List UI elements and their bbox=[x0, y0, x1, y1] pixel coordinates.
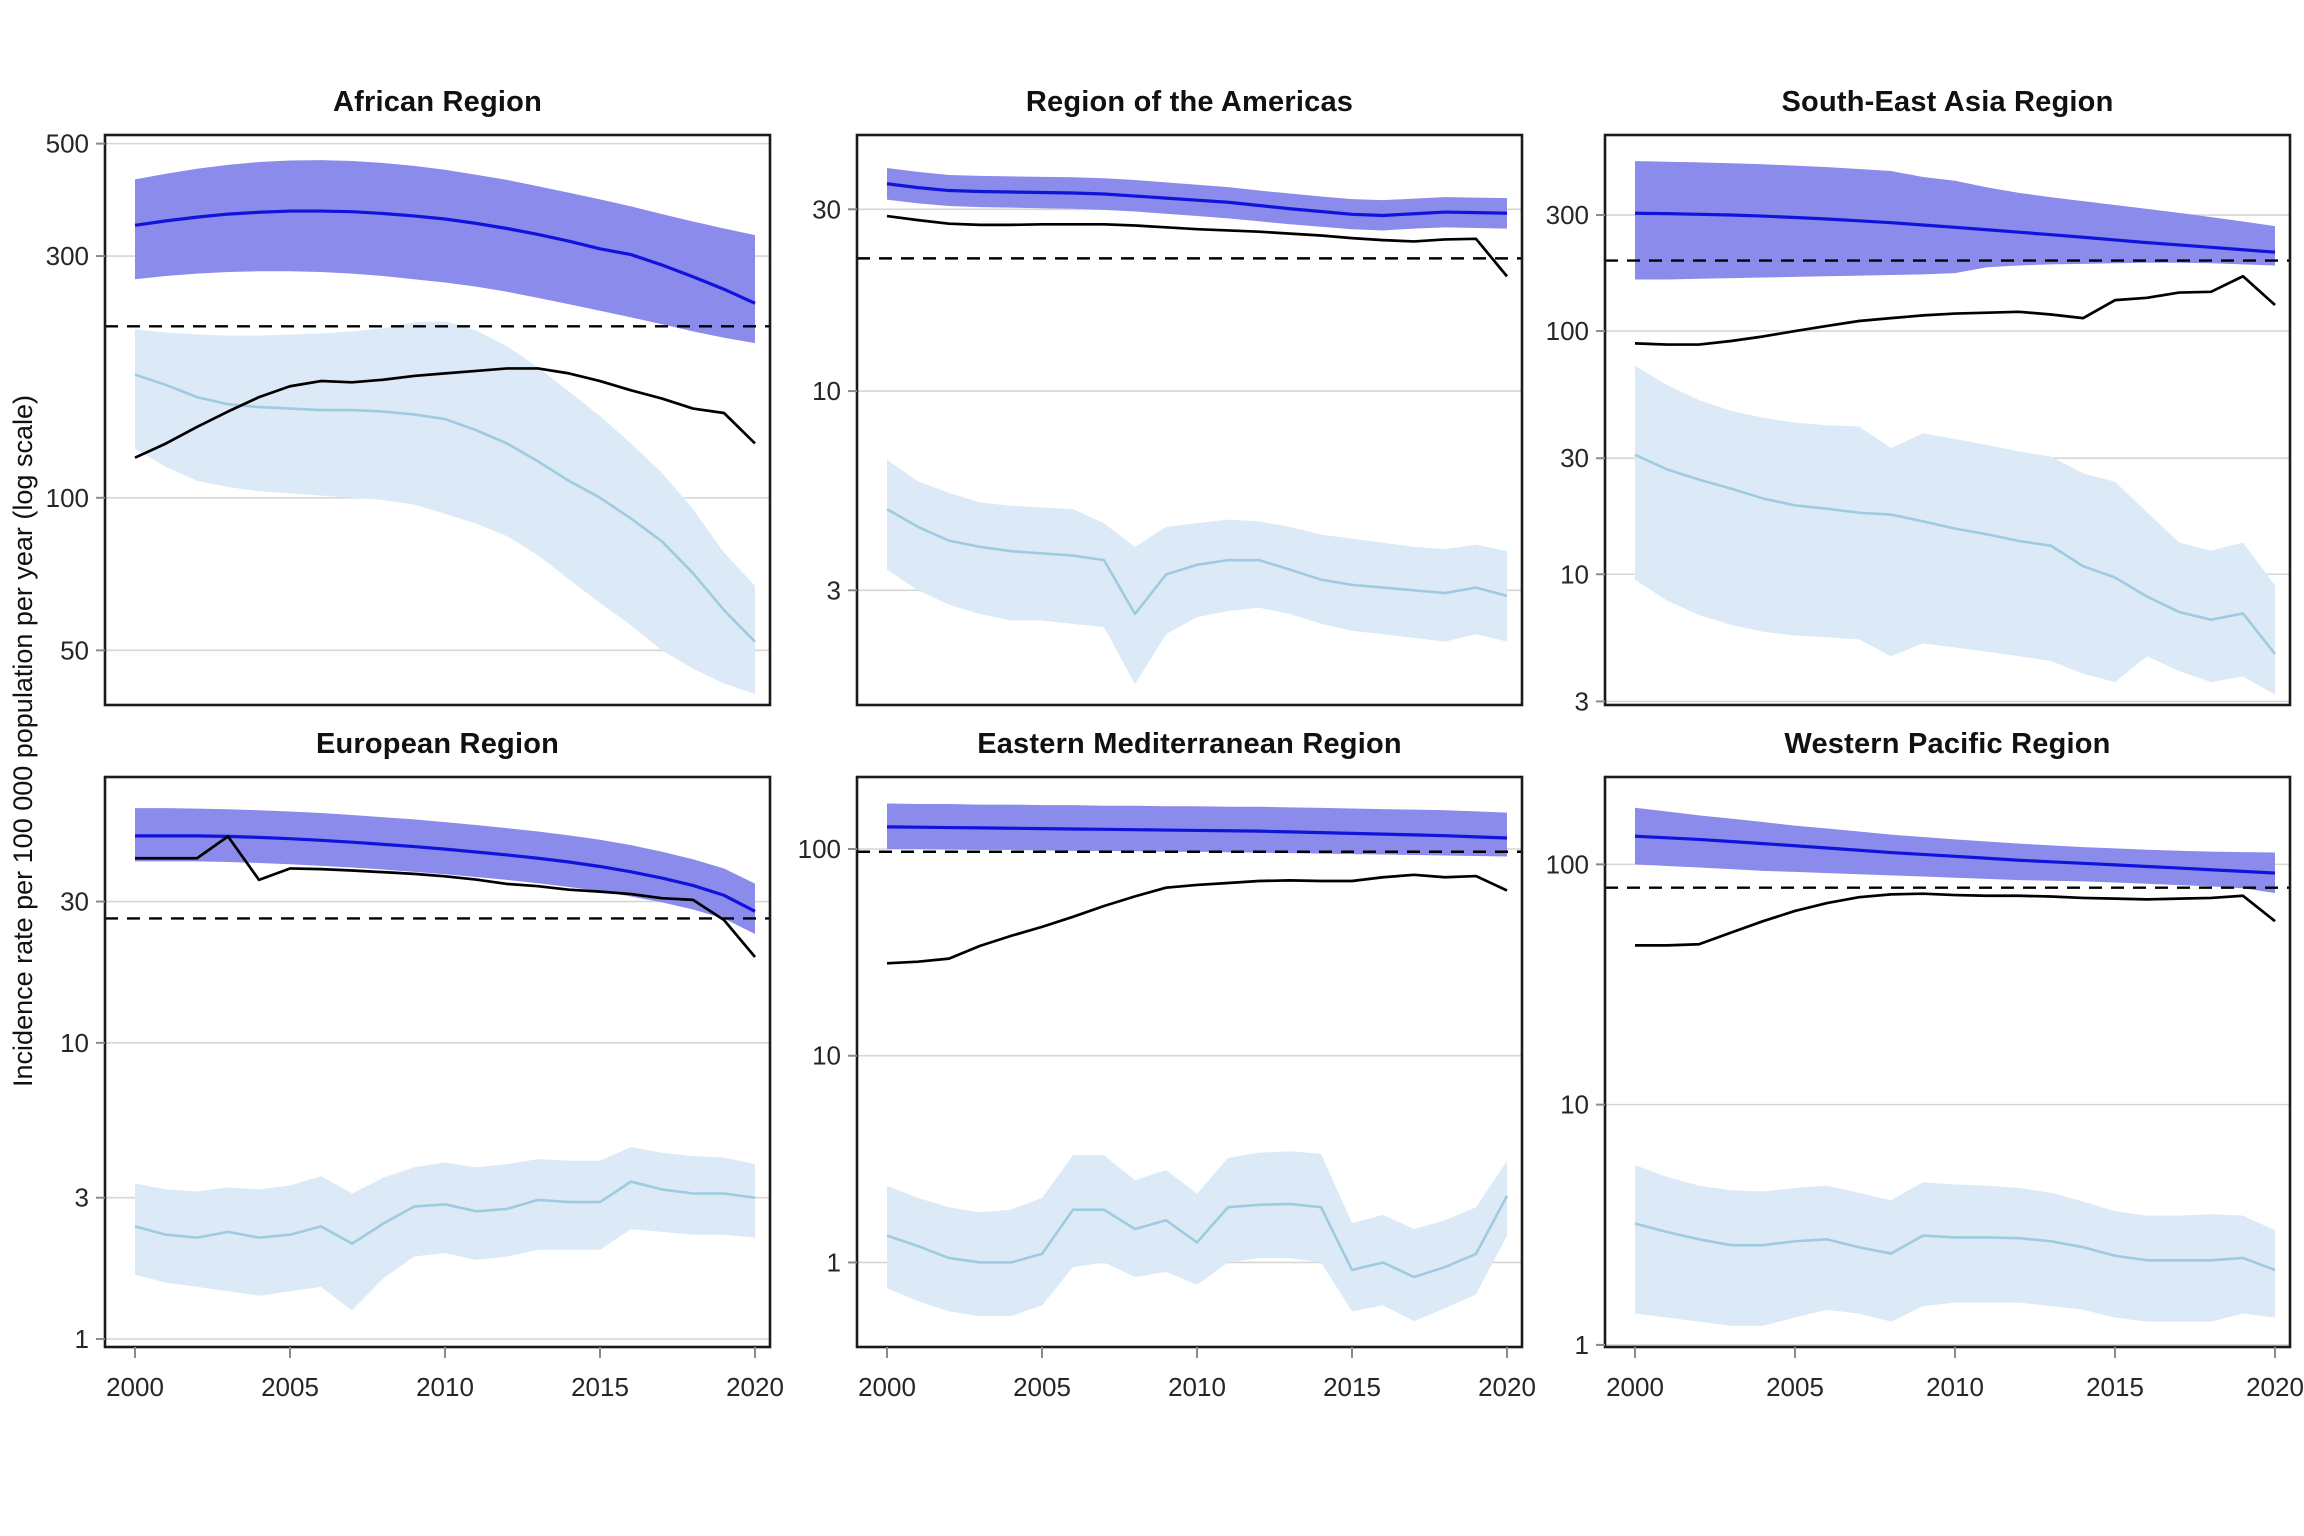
panel-title-western-pacific-region: Western Pacific Region bbox=[1784, 728, 2111, 760]
y-tick-label: 10 bbox=[1560, 559, 1589, 589]
blue-confidence-band bbox=[135, 808, 755, 935]
y-tick-label: 10 bbox=[812, 376, 841, 406]
lightblue-series-line bbox=[886, 1195, 1509, 1279]
panel-title-african-region: African Region bbox=[332, 86, 543, 118]
lightblue-confidence-band bbox=[887, 1151, 1507, 1322]
x-tick-label: 2020 bbox=[2246, 1372, 2304, 1402]
blue-confidence-band bbox=[1635, 807, 2275, 893]
blue-series-line bbox=[886, 825, 1508, 840]
panel-frame bbox=[1603, 775, 2292, 1349]
y-tick-label: 300 bbox=[46, 241, 89, 271]
y-tick-label: 1 bbox=[827, 1247, 841, 1277]
x-tick-label: 2015 bbox=[2086, 1372, 2144, 1402]
x-tick-label: 2000 bbox=[1606, 1372, 1664, 1402]
panel-title-eastern-mediterranean-region: Eastern Mediterranean Region bbox=[977, 728, 1402, 760]
x-tick-label: 2005 bbox=[1766, 1372, 1824, 1402]
panel-western-pacific-region: 100 10 1 2000 2005 2010 2015 2020 bbox=[1546, 775, 2304, 1402]
lightblue-confidence-band bbox=[135, 321, 755, 694]
panel-frame bbox=[855, 133, 1524, 707]
y-tick-label: 300 bbox=[1546, 200, 1589, 230]
x-tick-label: 2015 bbox=[571, 1372, 629, 1402]
lightblue-confidence-band bbox=[1635, 1165, 2275, 1326]
x-tick-label: 2010 bbox=[416, 1372, 474, 1402]
blue-series-line bbox=[886, 182, 1508, 218]
y-tick-label: 3 bbox=[75, 1183, 89, 1213]
black-series-line bbox=[1634, 274, 2276, 346]
lightblue-series-line bbox=[134, 1180, 756, 1245]
panel-european-region: 30 10 3 1 2000 2005 2010 2015 2020 bbox=[60, 775, 784, 1402]
y-tick-label: 100 bbox=[1546, 849, 1589, 879]
black-series-line bbox=[134, 367, 756, 459]
blue-series-line bbox=[1634, 834, 2276, 875]
lightblue-series-line bbox=[886, 507, 1508, 616]
panel-frame bbox=[855, 775, 1524, 1349]
panel-frame bbox=[103, 133, 772, 707]
y-tick-label: 50 bbox=[60, 635, 89, 665]
y-tick-label: 10 bbox=[812, 1041, 841, 1071]
x-tick-label: 2005 bbox=[261, 1372, 319, 1402]
lightblue-confidence-band bbox=[887, 459, 1507, 685]
lightblue-series-line bbox=[1634, 453, 2277, 655]
black-series-line bbox=[135, 835, 757, 958]
x-tick-label: 2010 bbox=[1168, 1372, 1226, 1402]
y-tick-label: 10 bbox=[1560, 1090, 1589, 1120]
y-axis-title: Incidence rate per 100 000 population pe… bbox=[8, 395, 38, 1087]
panel-title-south-east-asia-region: South-East Asia Region bbox=[1781, 86, 2114, 118]
panel-region-of-the-americas: 30 10 3 bbox=[812, 133, 1524, 707]
y-tick-label: 1 bbox=[1575, 1330, 1589, 1360]
panel-title-region-of-the-americas: Region of the Americas bbox=[1025, 86, 1354, 118]
lightblue-series-line bbox=[134, 373, 756, 643]
x-tick-label: 2020 bbox=[726, 1372, 784, 1402]
black-series-line bbox=[886, 214, 1509, 278]
x-tick-label: 2020 bbox=[1478, 1372, 1536, 1402]
y-tick-label: 100 bbox=[46, 483, 89, 513]
blue-series-line bbox=[1634, 211, 2276, 254]
y-tick-label: 3 bbox=[827, 575, 841, 605]
y-tick-label: 1 bbox=[75, 1324, 89, 1354]
y-tick-label: 30 bbox=[812, 194, 841, 224]
blue-confidence-band bbox=[1635, 161, 2275, 280]
blue-series-line bbox=[134, 209, 756, 305]
panel-eastern-mediterranean-region: 100 10 1 2000 2005 2010 2015 2020 bbox=[798, 775, 1536, 1402]
black-series-line bbox=[886, 873, 1508, 965]
x-tick-label: 2010 bbox=[1926, 1372, 1984, 1402]
panel-title-european-region: European Region bbox=[315, 728, 560, 760]
lightblue-confidence-band bbox=[1635, 365, 2275, 695]
y-tick-label: 30 bbox=[60, 887, 89, 917]
x-tick-label: 2005 bbox=[1013, 1372, 1071, 1402]
y-tick-label: 10 bbox=[60, 1028, 89, 1058]
lightblue-confidence-band bbox=[135, 1147, 755, 1311]
x-tick-label: 2000 bbox=[858, 1372, 916, 1402]
x-tick-label: 2000 bbox=[106, 1372, 164, 1402]
y-tick-label: 500 bbox=[46, 129, 89, 159]
black-series-line bbox=[1635, 892, 2276, 947]
panel-frame bbox=[103, 775, 772, 1349]
panel-african-region: 500 300 100 50 bbox=[46, 129, 772, 707]
lightblue-series-line bbox=[1634, 1222, 2276, 1272]
y-tick-label: 100 bbox=[1546, 316, 1589, 346]
x-tick-label: 2015 bbox=[1323, 1372, 1381, 1402]
y-tick-label: 30 bbox=[1560, 443, 1589, 473]
blue-series-line bbox=[135, 834, 756, 913]
blue-confidence-band bbox=[135, 160, 755, 344]
y-tick-label: 3 bbox=[1575, 686, 1589, 716]
y-tick-label: 100 bbox=[798, 834, 841, 864]
panel-south-east-asia-region: 300 100 30 10 3 bbox=[1546, 133, 2292, 716]
panel-frame bbox=[1603, 133, 2292, 707]
